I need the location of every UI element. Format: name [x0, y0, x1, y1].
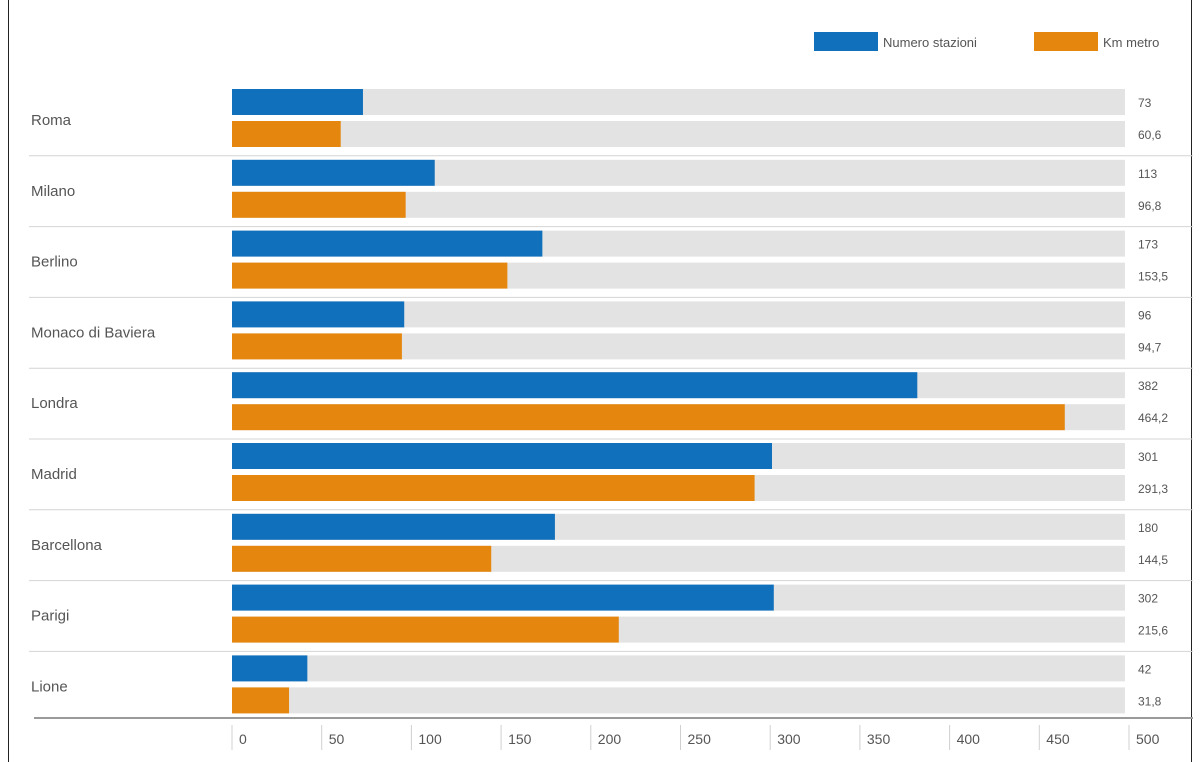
bar-km-madrid	[232, 475, 755, 501]
x-tick-label: 500	[1136, 731, 1160, 747]
bar-track	[232, 687, 1125, 714]
bar-stazioni-monaco-di-baviera	[232, 301, 405, 328]
category-label: Berlino	[31, 254, 78, 271]
value-label: 301	[1138, 450, 1158, 464]
category-label: Milano	[31, 183, 75, 200]
category-labels: Roma Milano Berlino Monaco di Baviera Londra…	[31, 112, 156, 695]
bars	[232, 89, 1065, 714]
legend-swatch-2	[1034, 32, 1098, 51]
bar-stazioni-parigi	[232, 584, 774, 611]
bar-stazioni-lione	[232, 655, 308, 682]
row-separators	[29, 155, 1193, 652]
bar-km-milano	[232, 191, 406, 218]
bar-chart: Numero stazioni Km metro Roma Milano Berlin…	[29, 32, 1193, 750]
legend-label-2: Km metro	[1103, 35, 1159, 50]
bar-km-londra	[232, 404, 1065, 431]
value-label: 173	[1138, 238, 1158, 252]
category-label: Lione	[31, 678, 68, 695]
x-tick-label: 450	[1046, 731, 1070, 747]
bar-track	[232, 655, 1125, 682]
bar-stazioni-barcellona	[232, 513, 555, 540]
bar-km-roma	[232, 121, 341, 147]
value-label: 153,5	[1138, 270, 1168, 284]
value-label: 73	[1138, 96, 1152, 110]
legend-swatch-1	[814, 32, 878, 51]
x-tick-label: 250	[688, 731, 712, 747]
value-label: 382	[1138, 379, 1158, 393]
bar-stazioni-roma	[232, 89, 363, 115]
x-tick-label: 100	[418, 731, 442, 747]
value-label: 113	[1138, 167, 1157, 181]
value-label: 96	[1138, 308, 1152, 322]
legend: Numero stazioni Km metro	[814, 32, 1159, 51]
category-label: Parigi	[31, 608, 69, 625]
bar-km-monaco-di-baviera	[232, 333, 402, 360]
bar-km-berlino	[232, 262, 508, 289]
bar-track	[232, 121, 1125, 147]
category-label: Roma	[31, 112, 72, 129]
value-labels: 73 60,6 113 96,8 173 153,5 96 94,7 382 464,2 301 29…	[1138, 96, 1168, 708]
bar-track	[232, 89, 1125, 115]
x-tick-label: 400	[957, 731, 981, 747]
x-axis: 0 50 100 150 200 250 300 350 400 450 500	[34, 717, 1193, 750]
value-label: 96,8	[1138, 199, 1162, 213]
bar-km-parigi	[232, 616, 619, 643]
value-label: 94,7	[1138, 340, 1162, 354]
bar-stazioni-madrid	[232, 443, 772, 469]
legend-label-1: Numero stazioni	[883, 35, 977, 50]
x-tick-label: 300	[777, 731, 801, 747]
value-label: 291,3	[1138, 482, 1168, 496]
value-label: 302	[1138, 592, 1158, 606]
category-label: Londra	[31, 395, 78, 412]
bar-km-barcellona	[232, 545, 492, 572]
chart-frame: Numero stazioni Km metro Roma Milano Berlin…	[8, 0, 1193, 762]
bar-stazioni-londra	[232, 372, 918, 399]
value-label: 215,6	[1138, 624, 1168, 638]
value-label: 180	[1138, 521, 1158, 535]
value-label: 42	[1138, 662, 1152, 676]
x-tick-label: 350	[867, 731, 891, 747]
bar-stazioni-milano	[232, 159, 435, 186]
bar-stazioni-berlino	[232, 230, 543, 257]
value-label: 60,6	[1138, 128, 1162, 142]
value-label: 31,8	[1138, 694, 1162, 708]
x-tick-label: 0	[239, 731, 247, 747]
category-label: Monaco di Baviera	[31, 324, 156, 341]
value-label: 144,5	[1138, 553, 1168, 567]
x-tick-label: 50	[329, 731, 345, 747]
category-label: Barcellona	[31, 537, 103, 554]
bar-km-lione	[232, 687, 290, 714]
category-label: Madrid	[31, 466, 77, 483]
x-tick-label: 200	[598, 731, 622, 747]
value-label: 464,2	[1138, 411, 1168, 425]
x-tick-label: 150	[508, 731, 532, 747]
